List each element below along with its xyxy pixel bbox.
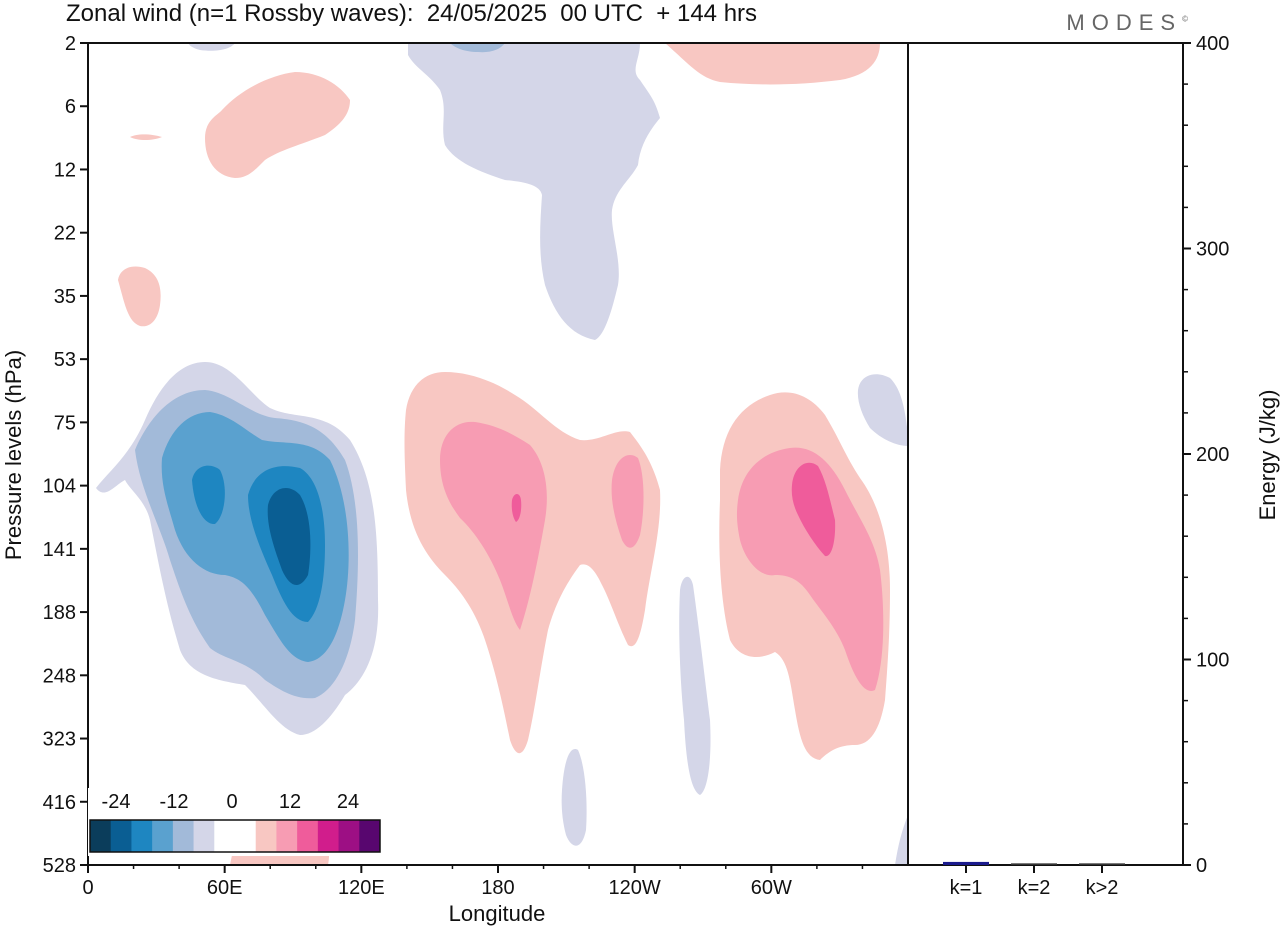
colorbar-swatch	[214, 820, 236, 852]
contour-neg-4	[192, 465, 225, 525]
energy-tick-label: 0	[1196, 855, 1207, 877]
colorbar-swatch	[297, 820, 319, 852]
y-tick-label: 6	[65, 96, 76, 118]
contour-neg-right-edge	[857, 374, 908, 446]
colorbar: -24 -12 0 12 24	[88, 788, 382, 856]
y-tick-label: 53	[54, 349, 76, 371]
y-tick-label: 104	[43, 476, 76, 498]
colorbar-tick-label: 12	[279, 791, 301, 813]
bar-category-label: k=1	[950, 877, 983, 899]
contour-neg-top-core	[450, 43, 505, 53]
energy-bar	[943, 861, 989, 865]
colorbar-swatch	[359, 820, 381, 852]
y-tick-label: 35	[54, 286, 76, 308]
x-tick-label: 0	[82, 877, 93, 899]
x-tick-label: 120E	[338, 877, 385, 899]
y-tick-label: 528	[43, 855, 76, 877]
contour-pos-small-left	[118, 266, 161, 327]
x-tick-label: 60W	[751, 877, 792, 899]
x-tick-label: 120W	[609, 877, 661, 899]
y-axis-label: Pressure levels (hPa)	[1, 350, 26, 560]
brand-logo: MODES©	[1066, 10, 1188, 35]
y-tick-label: 248	[43, 665, 76, 687]
colorbar-swatch	[152, 820, 174, 852]
energy-tick-label: 300	[1196, 239, 1229, 261]
colorbar-frame	[89, 819, 381, 853]
x-axis-label: Longitude	[449, 901, 546, 926]
colorbar-tick-label: 0	[226, 791, 237, 813]
colorbar-swatch	[317, 820, 340, 852]
colorbar-swatch	[131, 820, 153, 852]
y-tick-label: 75	[54, 412, 76, 434]
contour-field	[96, 43, 908, 865]
colorbar-swatch	[338, 820, 360, 852]
colorbar-tick-label: -24	[102, 791, 131, 813]
contour-neg-top	[408, 43, 660, 340]
y-tick-label: 188	[43, 602, 76, 624]
y-tick-label: 22	[54, 223, 76, 245]
contour-neg-5	[267, 487, 311, 586]
bar-category-label: k=2	[1018, 877, 1051, 899]
colorbar-swatch	[90, 820, 112, 852]
y-tick-label: 141	[43, 539, 76, 561]
x-tick-label: 60E	[207, 877, 243, 899]
energy-bar	[1079, 863, 1125, 865]
contour-pos-centre-3	[511, 494, 522, 522]
colorbar-swatch	[110, 820, 132, 852]
energy-bar	[1011, 863, 1057, 865]
energy-panel-frame	[907, 42, 1184, 866]
chart-title: Zonal wind (n=1 Rossby waves): 24/05/202…	[66, 0, 758, 27]
contour-pos-speck	[130, 134, 162, 140]
contour-pos-east-3	[791, 462, 836, 557]
x-tick-label: 180	[481, 877, 514, 899]
contour-pos-centre-b	[611, 454, 644, 548]
contour-neg-thin-b	[561, 749, 587, 846]
contour-neg-thin-a	[679, 576, 711, 795]
energy-tick-label: 200	[1196, 444, 1229, 466]
y-tick-label: 12	[54, 159, 76, 181]
colorbar-swatch	[193, 820, 215, 852]
colorbar-swatch	[255, 820, 277, 852]
colorbar-tick-label: 24	[337, 791, 359, 813]
contour-pos-east-2	[736, 447, 884, 691]
contour-pos-upper-left	[205, 72, 350, 178]
colorbar-swatch	[235, 820, 257, 852]
energy-tick-label: 400	[1196, 33, 1229, 55]
y-axis-energy: 0 100 200 300 400	[1183, 33, 1229, 877]
energy-tick-label: 100	[1196, 650, 1229, 672]
bar-category-label: k>2	[1086, 877, 1119, 899]
contour-neg-small-topleft	[188, 43, 235, 51]
y-tick-label: 323	[43, 729, 76, 751]
y-axis-pressure: 2 6 12 22 35 53 75 104 141 188 248 323 416 528	[43, 33, 88, 877]
y-tick-label: 2	[65, 33, 76, 55]
energy-bars: k=1 k=2 k>2	[943, 861, 1125, 899]
colorbar-swatch	[276, 820, 298, 852]
contour-pos-top-right	[665, 43, 880, 85]
contour-pos-centre-2	[440, 421, 547, 630]
colorbar-swatch	[172, 820, 195, 852]
y-tick-label: 416	[43, 792, 76, 814]
contour-neg-right-bottom	[895, 815, 908, 865]
colorbar-tick-label: -12	[160, 791, 189, 813]
energy-axis-label: Energy (J/kg)	[1255, 390, 1280, 521]
x-axis-longitude: 0 60E 120E 180 120W 60W	[82, 865, 864, 899]
